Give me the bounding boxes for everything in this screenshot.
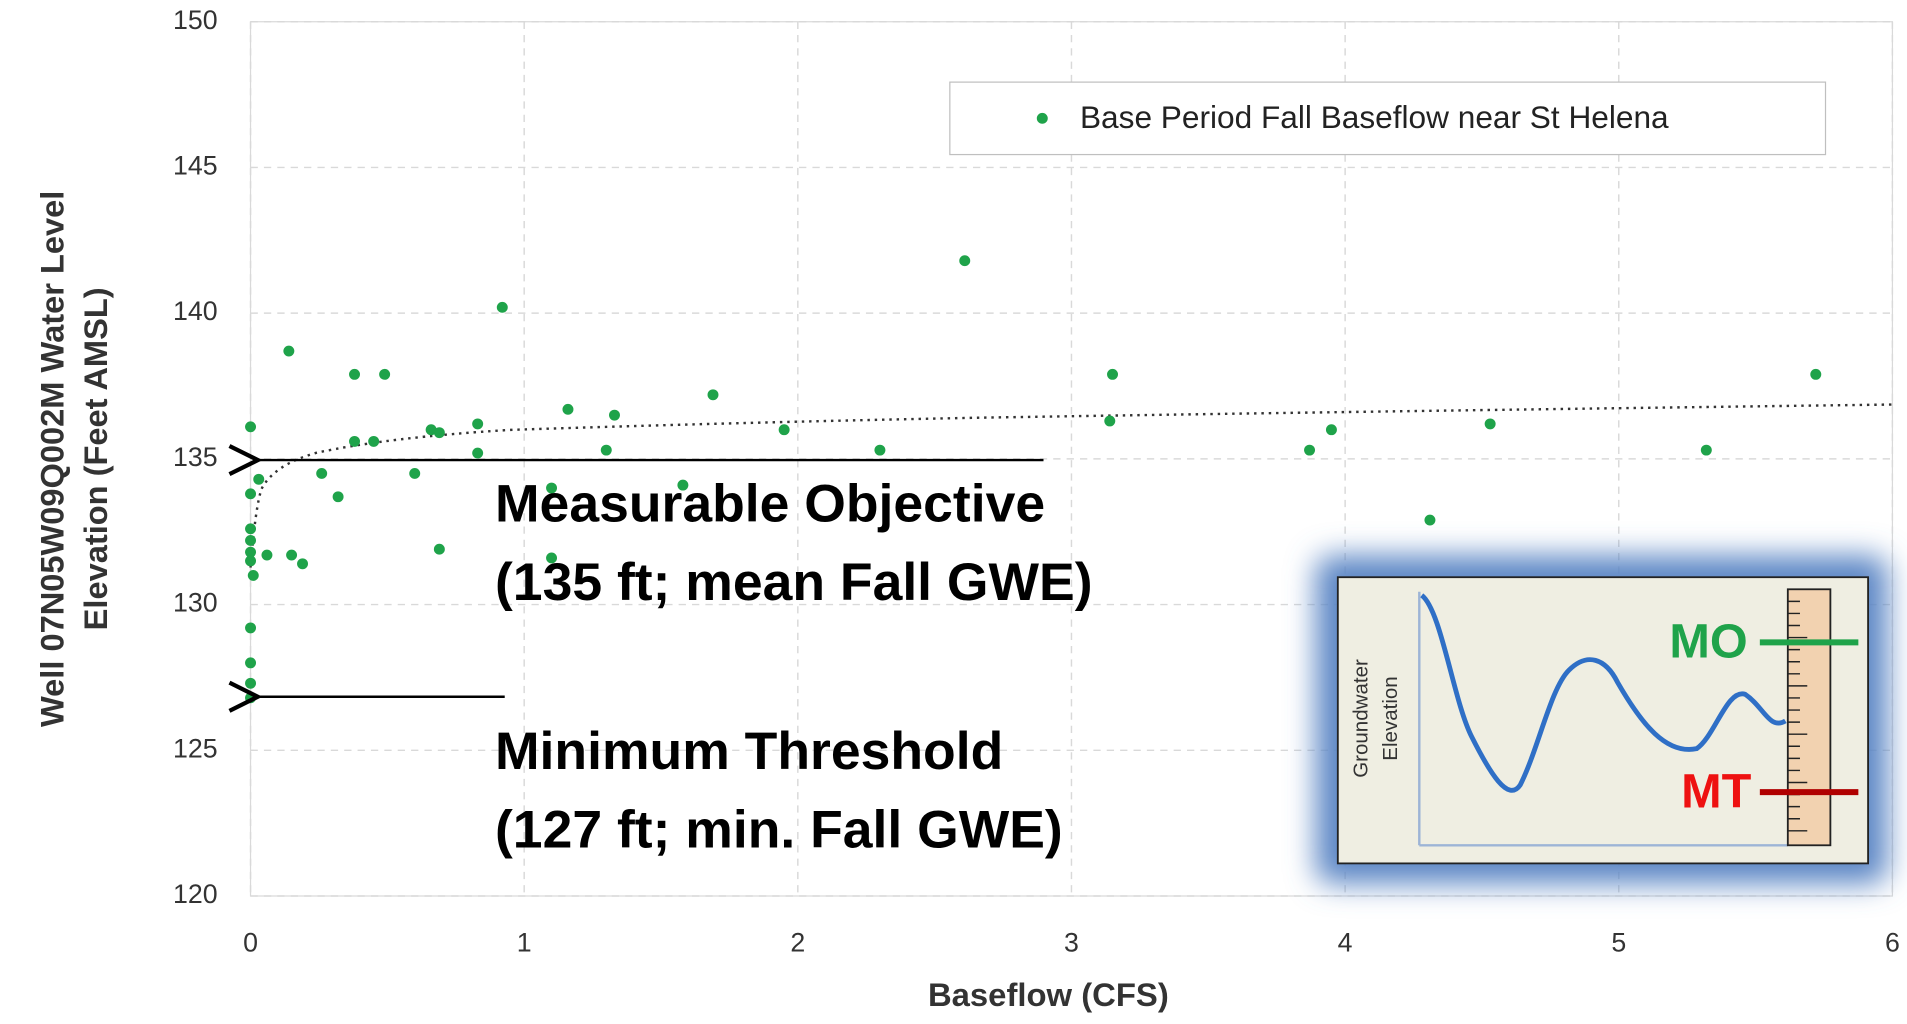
point [546, 482, 558, 494]
points [245, 255, 1822, 704]
inset-label: Elevation [1379, 676, 1402, 760]
x-tick-label: 5 [1611, 927, 1626, 957]
point [245, 546, 257, 558]
x-tick-label: 0 [243, 927, 258, 957]
ruler [1786, 588, 1832, 847]
legend-label: Base Period Fall Baseflow near St Helena [1080, 99, 1669, 135]
point [425, 424, 437, 436]
point [247, 570, 259, 581]
y-axis-title: Well 07N05W09Q002M Water Level [33, 191, 70, 727]
point [707, 389, 719, 401]
point [379, 368, 391, 380]
point [1104, 415, 1116, 427]
point [245, 657, 257, 669]
y-tick-label: 140 [173, 296, 218, 326]
point [316, 468, 328, 479]
point [245, 523, 257, 535]
point [433, 427, 445, 439]
legend [949, 81, 1827, 156]
inset-box [1336, 576, 1869, 865]
point [245, 622, 257, 634]
point [261, 549, 273, 561]
point [546, 552, 558, 564]
inset-curve [1420, 593, 1787, 793]
point [245, 421, 257, 433]
point [245, 677, 257, 689]
point [1484, 418, 1496, 430]
point [245, 535, 257, 546]
point [1304, 444, 1316, 456]
point [1107, 368, 1118, 380]
point [1700, 444, 1712, 456]
inset-label: Groundwater [1350, 659, 1373, 778]
point [600, 444, 612, 456]
point [1325, 424, 1337, 436]
y-tick-label: 125 [173, 733, 218, 763]
point [245, 692, 257, 704]
point [349, 435, 360, 447]
point [332, 491, 344, 503]
x-tick-label: 3 [1064, 927, 1079, 957]
x-tick-label: 2 [790, 927, 805, 957]
x-tick-label: 4 [1338, 927, 1353, 957]
point [609, 409, 620, 421]
y-tick-label: 150 [173, 5, 218, 35]
point [1424, 514, 1436, 526]
point [349, 368, 360, 380]
point [253, 473, 265, 485]
point [778, 424, 790, 436]
point [959, 255, 971, 267]
point [286, 549, 298, 561]
mo-label: MO [1669, 615, 1747, 669]
point [245, 488, 257, 500]
point [1810, 368, 1822, 380]
annotation: Minimum Threshold [495, 722, 1003, 781]
point [409, 468, 421, 479]
x-tick-label: 6 [1885, 927, 1900, 957]
legend-marker [1036, 112, 1048, 124]
point [368, 435, 380, 447]
y-tick-label: 130 [173, 588, 218, 618]
annotation: (127 ft; min. Fall GWE) [495, 801, 1063, 860]
point [496, 301, 508, 313]
x-tick-label: 1 [517, 927, 532, 957]
point [874, 444, 886, 456]
point [472, 418, 484, 430]
point [677, 479, 689, 491]
ruler-ticks [1787, 600, 1808, 832]
y-tick-label: 145 [173, 151, 218, 181]
mt-label: MT [1681, 764, 1752, 818]
point [245, 555, 257, 567]
point [433, 543, 445, 555]
point [283, 345, 295, 357]
y-tick-label: 120 [173, 879, 218, 909]
point [472, 447, 484, 459]
point [297, 558, 309, 570]
y-tick-label: 135 [173, 442, 218, 472]
annotation: (135 ft; mean Fall GWE) [495, 553, 1093, 612]
x-axis-title: Baseflow (CFS) [928, 976, 1169, 1013]
inset: Groundwater Elevation MO MT [1315, 555, 1888, 884]
annotation: Measurable Objective [495, 475, 1045, 534]
y-axis-title: Elevation (Feet AMSL) [77, 287, 114, 630]
point [562, 403, 574, 415]
